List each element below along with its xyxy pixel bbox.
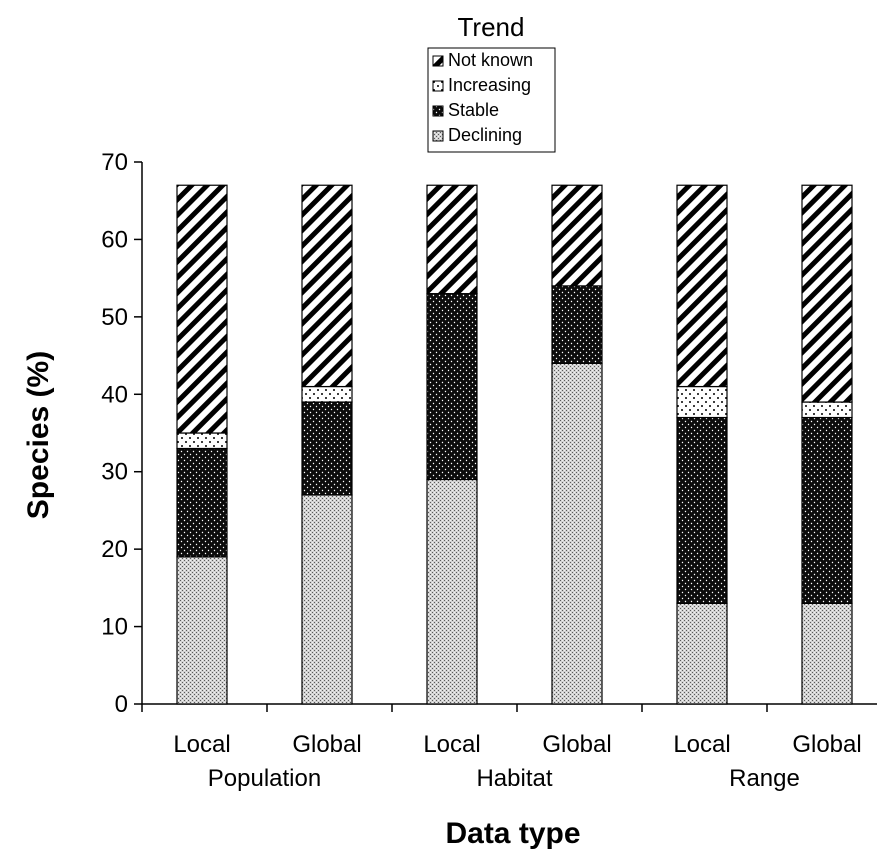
bar-segment-declining <box>801 602 853 705</box>
y-tick-label: 50 <box>101 304 128 331</box>
y-axis-title: Species (%) <box>22 351 55 519</box>
plot-area: 0 10 20 30 40 50 60 70 Local Global Local Global Loc… <box>101 149 877 792</box>
bar-segment-increasing <box>301 385 353 403</box>
x-group-label: Range <box>729 765 800 792</box>
x-axis-title: Data type <box>445 817 580 850</box>
bar-segment-declining <box>301 494 353 705</box>
bar-stack <box>551 184 603 705</box>
bar-segment-not-known <box>551 184 603 287</box>
y-tick-label: 40 <box>101 381 128 408</box>
x-category-label: Global <box>542 731 611 758</box>
legend: Trend Not known Increasing Stable Declining <box>427 12 556 153</box>
bar-stack <box>426 184 478 705</box>
x-group-label: Population <box>208 765 321 792</box>
y-tick-label: 30 <box>101 459 128 486</box>
bar-segment-stable <box>176 447 228 558</box>
bar-segment-not-known <box>176 184 228 434</box>
bar-segment-not-known <box>301 184 353 388</box>
bar-segment-increasing <box>676 385 728 419</box>
y-tick-label: 60 <box>101 226 128 253</box>
y-tick-label: 20 <box>101 536 128 563</box>
x-category-label: Local <box>673 731 730 758</box>
x-category-label: Global <box>792 731 861 758</box>
legend-swatch-not-known <box>432 55 444 67</box>
bar-segment-not-known <box>801 184 853 403</box>
bar-stack <box>301 184 353 705</box>
y-tick-label: 0 <box>115 691 128 718</box>
legend-label-not-known: Not known <box>448 50 533 70</box>
bar-stack <box>676 184 728 705</box>
legend-swatch-stable <box>432 105 444 117</box>
bar-stack <box>801 184 853 705</box>
bar-segment-increasing <box>801 401 853 419</box>
bar-segment-stable <box>426 293 478 481</box>
x-group-label: Habitat <box>476 765 552 792</box>
legend-label-increasing: Increasing <box>448 75 531 95</box>
y-tick-label: 70 <box>101 149 128 176</box>
bar-segment-declining <box>176 556 228 705</box>
bar-segment-stable <box>551 285 603 364</box>
legend-swatch-increasing <box>432 80 444 92</box>
bar-segment-not-known <box>676 184 728 388</box>
legend-title: Trend <box>458 12 525 42</box>
x-category-label: Local <box>423 731 480 758</box>
legend-swatch-declining <box>432 130 444 142</box>
bar-segment-increasing <box>176 432 228 450</box>
x-category-label: Local <box>173 731 230 758</box>
bar-stack <box>176 184 228 705</box>
bar-segment-not-known <box>426 184 478 295</box>
bar-segment-declining <box>676 602 728 705</box>
legend-label-declining: Declining <box>448 125 522 145</box>
bar-segment-stable <box>801 416 853 604</box>
legend-frame <box>427 47 556 153</box>
bar-segment-declining <box>551 362 603 705</box>
y-tick-label: 10 <box>101 614 128 641</box>
x-category-label: Global <box>292 731 361 758</box>
bar-segment-declining <box>426 478 478 705</box>
bar-segment-stable <box>301 401 353 496</box>
legend-label-stable: Stable <box>448 100 499 120</box>
bar-segment-stable <box>676 416 728 604</box>
